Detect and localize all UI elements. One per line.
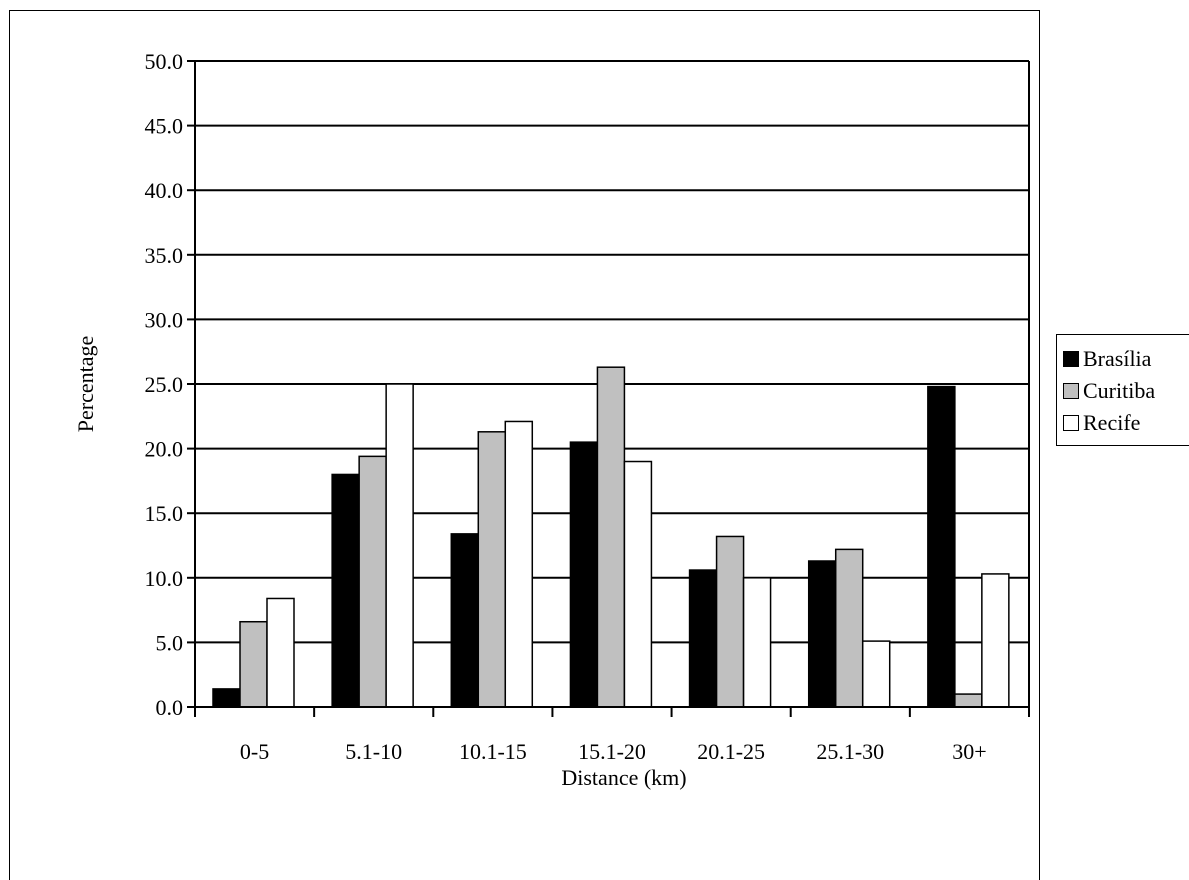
- x-tick-label: 10.1-15: [459, 739, 527, 764]
- bar-bras-lia-0: [212, 688, 241, 708]
- x-tick-label: 5.1-10: [345, 739, 402, 764]
- legend-swatch-curitiba: [1063, 383, 1079, 399]
- legend-item-brasilia: Brasília: [1057, 343, 1189, 375]
- y-tick-label: 35.0: [145, 243, 184, 268]
- legend: Brasília Curitiba Recife: [1056, 334, 1189, 446]
- bar-bras-lia-2: [450, 533, 480, 708]
- bar-recife-0: [266, 597, 295, 708]
- bar-bras-lia-3: [569, 441, 599, 708]
- bar-recife-3: [623, 460, 653, 708]
- bar-curitiba-5: [834, 548, 864, 708]
- bar-recife-1: [385, 383, 414, 708]
- bar-bras-lia-1: [331, 473, 360, 708]
- legend-swatch-brasilia: [1063, 351, 1079, 367]
- y-tick-label: 0.0: [156, 695, 184, 720]
- y-tick-label: 5.0: [156, 630, 184, 655]
- legend-item-curitiba: Curitiba: [1057, 375, 1189, 407]
- bar-recife-6: [981, 573, 1010, 708]
- chart-frame: [9, 10, 1040, 880]
- bar-curitiba-4: [715, 535, 745, 708]
- axes: 0.0 5.0 10.0 15.0 20.0 25.0 30.0 35.0 40.0 45.0 50…: [145, 49, 1030, 764]
- y-tick-label: 40.0: [145, 178, 184, 203]
- legend-item-recife: Recife: [1057, 407, 1189, 439]
- y-tick-label: 25.0: [145, 372, 184, 397]
- y-tick-label: 15.0: [145, 501, 184, 526]
- y-axis-title: Percentage: [73, 336, 98, 433]
- y-tick-label: 45.0: [145, 114, 184, 139]
- legend-label-curitiba: Curitiba: [1083, 378, 1156, 403]
- x-tick-label: 15.1-20: [578, 739, 646, 764]
- bar-recife-4: [742, 577, 772, 708]
- legend-label-brasilia: Brasília: [1083, 346, 1152, 371]
- bar-bras-lia-4: [688, 569, 718, 708]
- bar-curitiba-1: [358, 455, 387, 708]
- legend-label-recife: Recife: [1083, 410, 1141, 435]
- bar-curitiba-2: [477, 431, 507, 708]
- y-tick-label: 50.0: [145, 49, 184, 74]
- bar-bras-lia-6: [927, 385, 956, 708]
- bar-bras-lia-5: [807, 560, 837, 708]
- bars: [212, 366, 1010, 708]
- x-tick-label: 20.1-25: [697, 739, 765, 764]
- x-tick-label: 0-5: [240, 739, 269, 764]
- y-tick-label: 30.0: [145, 307, 184, 332]
- bar-recife-2: [504, 420, 534, 708]
- bar-curitiba-6: [954, 693, 983, 708]
- y-tick-label: 10.0: [145, 566, 184, 591]
- x-tick-label: 25.1-30: [816, 739, 884, 764]
- y-tick-label: 20.0: [145, 437, 184, 462]
- bar-curitiba-0: [239, 620, 268, 708]
- x-axis-title: Distance (km): [561, 765, 686, 790]
- bar-curitiba-3: [596, 366, 626, 708]
- legend-swatch-recife: [1063, 415, 1079, 431]
- x-tick-label: 30+: [952, 739, 986, 764]
- bar-recife-5: [861, 640, 891, 708]
